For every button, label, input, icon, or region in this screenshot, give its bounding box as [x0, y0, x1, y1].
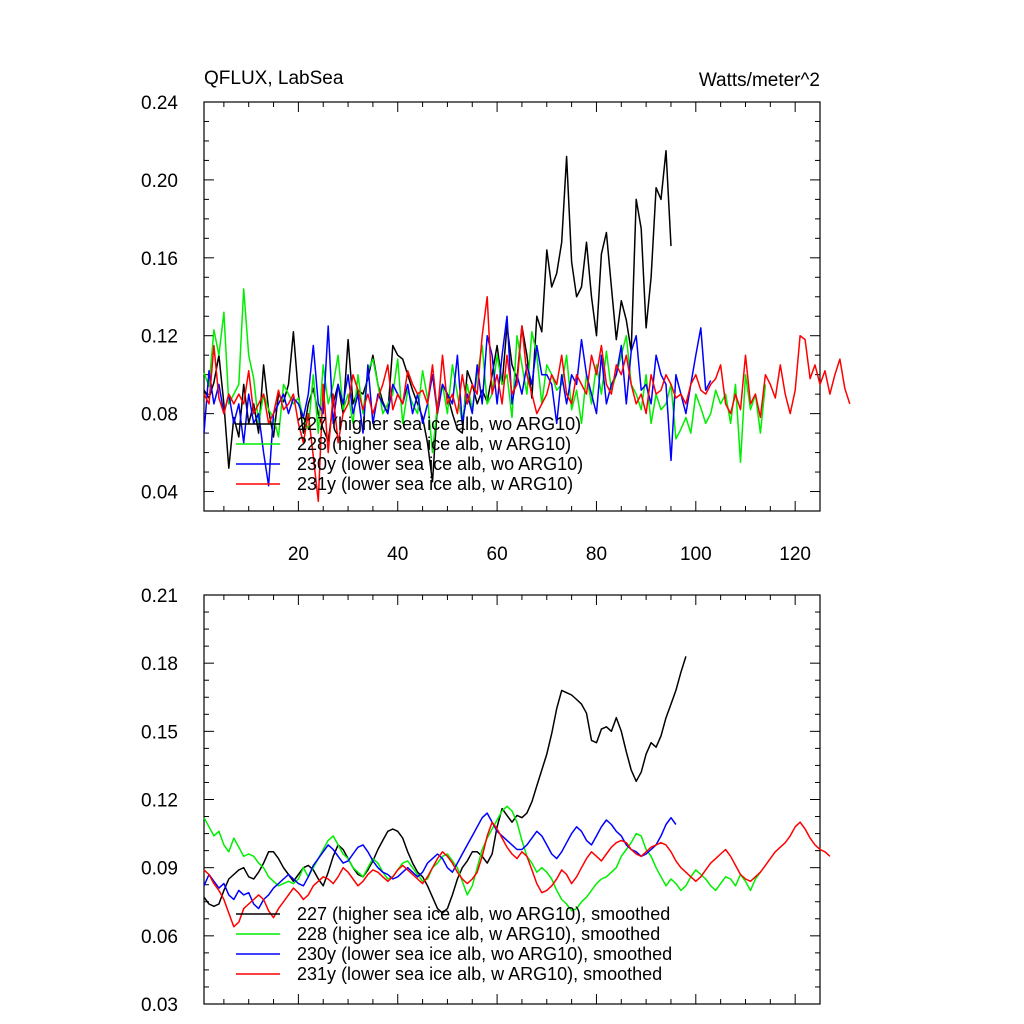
y-tick-label: 0.16 [141, 249, 178, 270]
series-line-3 [203, 821, 831, 928]
legend-label: 227 (higher sea ice alb, wo ARG10) [297, 414, 581, 434]
y-tick-label: 0.12 [141, 327, 178, 348]
y-tick-label: 0.08 [141, 405, 178, 426]
series-line-1 [203, 805, 762, 912]
plot-frame [203, 101, 821, 512]
x-tick-label: 60 [487, 544, 508, 565]
x-tick-label: 120 [779, 544, 811, 565]
series-line-0 [203, 656, 687, 914]
y-tick-label: 0.18 [141, 654, 178, 675]
series-line-3 [203, 296, 851, 503]
x-tick-label: 20 [288, 544, 309, 565]
legend-label: 230y (lower sea ice alb, wo ARG10) [297, 454, 583, 474]
top-panel-raw: 20 40 60 80 100 120 0.04 0.08 0.12 0.16 0.20 0.24 22… [141, 93, 851, 565]
series-line-2 [203, 315, 712, 487]
chart-title: QFLUX, LabSea [204, 68, 344, 89]
legend-label: 228 (higher sea ice alb, w ARG10) [297, 434, 571, 454]
y-tick-label: 0.09 [141, 859, 178, 880]
y-tick-label: 0.04 [141, 483, 178, 504]
y-tick-label: 0.03 [141, 995, 178, 1016]
x-tick-label: 100 [680, 544, 712, 565]
legend-label: 227 (higher sea ice alb, wo ARG10), smoo… [297, 904, 670, 924]
legend-label: 230y (lower sea ice alb, wo ARG10), smoo… [297, 944, 672, 964]
legend-label: 231y (lower sea ice alb, w ARG10) [297, 474, 573, 494]
y-tick-label: 0.24 [141, 93, 178, 114]
x-tick-label: 40 [387, 544, 408, 565]
y-tick-label: 0.06 [141, 927, 178, 948]
legend-label: 228 (higher sea ice alb, w ARG10), smoot… [297, 924, 660, 944]
legend-label: 231y (lower sea ice alb, w ARG10), smoot… [297, 964, 662, 984]
x-tick-label: 80 [586, 544, 607, 565]
y-tick-label: 0.15 [141, 722, 178, 743]
bottom-panel-smoothed: 0.03 0.06 0.09 0.12 0.15 0.18 0.21 227 (higher … [141, 586, 831, 1016]
y-tick-label: 0.12 [141, 791, 178, 812]
y-tick-label: 0.21 [141, 586, 178, 607]
units-label: Watts/meter^2 [699, 70, 820, 91]
y-tick-label: 0.20 [141, 171, 178, 192]
